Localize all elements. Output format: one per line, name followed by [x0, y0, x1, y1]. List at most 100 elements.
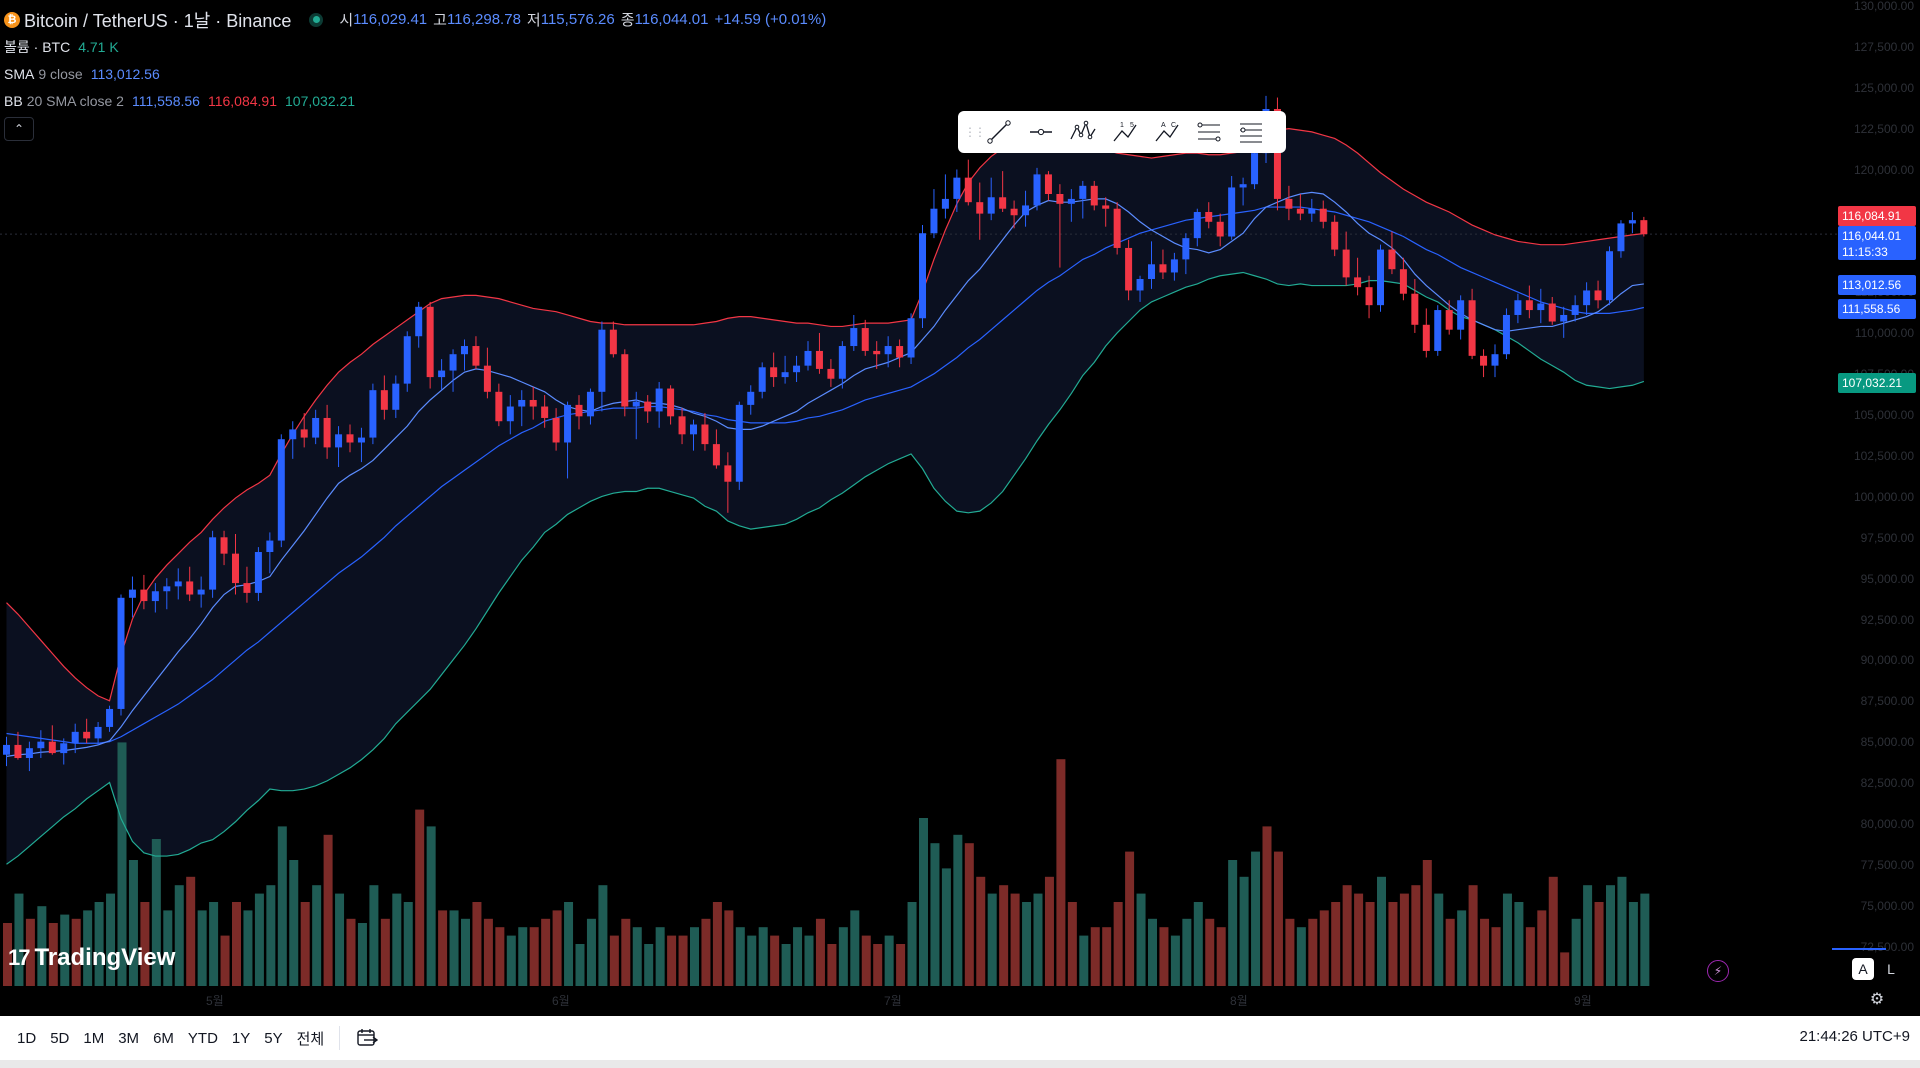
- volume-bar: [987, 893, 997, 986]
- candle-down: [323, 417, 331, 448]
- candle-down: [1205, 211, 1213, 222]
- volume-legend[interactable]: 볼륨 · BTC 4.71 K: [4, 33, 826, 60]
- candle-down: [827, 368, 835, 379]
- volume-bar: [1388, 902, 1398, 986]
- drag-handle-icon[interactable]: ⋮⋮: [964, 125, 986, 139]
- chart-canvas[interactable]: [0, 0, 1920, 1012]
- candle-up: [357, 437, 365, 443]
- sma-legend[interactable]: SMA 9 close 113,012.56: [4, 60, 826, 87]
- volume-bar: [1205, 918, 1215, 986]
- volume-bar: [1182, 918, 1192, 986]
- candle-down: [1319, 208, 1327, 222]
- volume-bar: [781, 944, 791, 986]
- volume-bar: [1148, 918, 1157, 986]
- price-chart[interactable]: [0, 0, 1920, 1012]
- symbol-title[interactable]: Bitcoin / TetherUS · 1날 · Binance: [24, 10, 292, 31]
- volume-bar: [37, 906, 47, 986]
- volume-bar: [758, 927, 768, 986]
- market-status-icon[interactable]: [309, 12, 324, 27]
- price-tick-label: 75,000.00: [1860, 898, 1914, 913]
- volume-bar: [254, 893, 264, 986]
- settings-gear-icon[interactable]: ⚙: [1869, 991, 1885, 1008]
- volume-bar: [1640, 893, 1650, 986]
- svg-text:A: A: [1161, 122, 1166, 129]
- volume-bar: [976, 876, 986, 986]
- volume-bar: [678, 935, 688, 986]
- candle-down: [1422, 324, 1430, 351]
- candle-down: [999, 197, 1007, 209]
- price-tick-label: 72,500.00: [1860, 939, 1914, 954]
- candle-up: [277, 439, 285, 541]
- volume-bar: [1365, 902, 1375, 986]
- volume-bar: [919, 818, 928, 986]
- volume-bar: [357, 923, 367, 986]
- volume-bar: [667, 935, 677, 986]
- volume-bar: [1251, 851, 1261, 986]
- bb-legend[interactable]: BB 20 SMA close 2 111,558.56 116,084.91 …: [4, 87, 826, 114]
- candle-down: [1548, 303, 1556, 322]
- candle-up: [987, 197, 995, 214]
- volume-bar: [861, 935, 871, 986]
- volume-bar: [953, 834, 963, 986]
- range-1m[interactable]: 1M: [83, 1029, 105, 1047]
- candle-down: [1342, 249, 1350, 278]
- volume-bar: [1090, 927, 1100, 986]
- fib-extension-button[interactable]: [1230, 111, 1272, 153]
- volume-bar: [1273, 851, 1283, 986]
- candle-down: [426, 306, 434, 378]
- volume-bar: [1411, 885, 1421, 986]
- range-1y[interactable]: 1Y: [231, 1029, 251, 1047]
- candle-up: [747, 391, 755, 405]
- volume-bar: [232, 902, 241, 986]
- auto-scale-button[interactable]: A: [1852, 958, 1874, 980]
- horizontal-ray-button[interactable]: [1020, 111, 1062, 153]
- price-axis[interactable]: 130,000.00 127,500.00 125,000.00 122,500.00…: [1838, 0, 1920, 1012]
- volume-bar: [60, 914, 70, 986]
- range-6m[interactable]: 6M: [153, 1029, 174, 1047]
- candle-up: [655, 388, 663, 412]
- log-scale-button[interactable]: L: [1887, 961, 1895, 977]
- volume-bar: [1445, 918, 1455, 986]
- trend-line-button[interactable]: [978, 111, 1020, 153]
- range-3m[interactable]: 3M: [118, 1029, 140, 1047]
- volume-bar: [106, 893, 116, 986]
- clock-timezone[interactable]: 21:44:26 UTC+9: [1799, 1028, 1911, 1045]
- symbol-row[interactable]: ₿ Bitcoin / TetherUS · 1날 · Binance 시 116…: [4, 6, 826, 33]
- volume-bar: [1125, 851, 1135, 986]
- volume-bar: [964, 843, 974, 986]
- tradingview-watermark[interactable]: 17 TradingView: [8, 944, 175, 972]
- bolt-icon[interactable]: ⚡: [1707, 960, 1729, 982]
- candle-up: [930, 208, 938, 234]
- candle-down: [770, 367, 778, 378]
- candle-down: [48, 741, 56, 754]
- range-5d[interactable]: 5D: [50, 1029, 70, 1047]
- candle-up: [1571, 305, 1579, 315]
- volume-bar: [449, 910, 459, 986]
- candle-up: [518, 399, 526, 407]
- volume-bar: [174, 885, 184, 986]
- collapse-legend-button[interactable]: ⌃: [4, 117, 34, 141]
- volume-bar: [483, 918, 493, 986]
- go-to-date-button[interactable]: [348, 1028, 386, 1048]
- bb-lower-tag: 107,032.21: [1838, 373, 1916, 393]
- volume-bar: [209, 902, 219, 986]
- range-1d[interactable]: 1D: [17, 1029, 37, 1047]
- candle-up: [953, 177, 961, 199]
- elliott-wave-button[interactable]: [1062, 111, 1104, 153]
- range-all[interactable]: 전체: [296, 1030, 325, 1048]
- range-ytd[interactable]: YTD: [187, 1029, 218, 1047]
- close-key: 종: [620, 12, 635, 29]
- volume-bar: [495, 927, 505, 986]
- candle-up: [449, 354, 457, 371]
- volume-bar: [25, 918, 35, 986]
- range-5y[interactable]: 5Y: [264, 1029, 283, 1047]
- volume-bar: [163, 910, 173, 986]
- volume-bar: [277, 826, 287, 986]
- fib-retracement-button[interactable]: [1188, 111, 1230, 153]
- volume-bar: [655, 927, 665, 986]
- candle-down: [14, 744, 22, 758]
